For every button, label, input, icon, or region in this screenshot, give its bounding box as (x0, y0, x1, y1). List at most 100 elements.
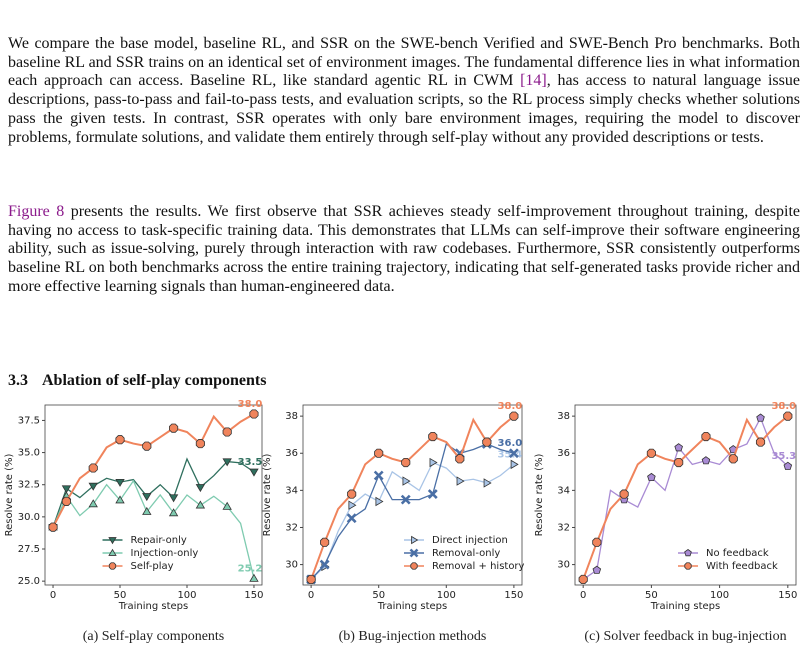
y-axis-label: Resolve rate (%) (534, 454, 545, 537)
marker (348, 500, 357, 510)
y-axis-label: Resolve rate (%) (262, 454, 273, 537)
legend-label: Removal-only (432, 548, 500, 559)
marker (168, 508, 179, 517)
value-label: 38.0 (238, 399, 263, 410)
marker (646, 448, 656, 458)
caption: (a) Self-play components (83, 629, 225, 644)
citation[interactable]: [14] (520, 72, 547, 90)
x-tick-label: 100 (710, 590, 729, 601)
marker (374, 448, 384, 458)
y-tick-label: 32.5 (18, 480, 40, 491)
marker (783, 461, 793, 470)
marker (508, 448, 519, 459)
marker (373, 470, 384, 481)
y-tick-label: 34 (285, 485, 298, 496)
text: , has access to natural language issue d… (8, 72, 800, 146)
marker (346, 513, 357, 524)
marker (456, 476, 465, 486)
y-tick-label: 25.0 (18, 576, 40, 587)
y-tick-label: 34 (557, 485, 570, 496)
marker (249, 468, 259, 477)
marker (728, 454, 738, 464)
legend-label: No feedback (706, 548, 769, 559)
marker (455, 454, 465, 464)
value-label: 38.0 (498, 401, 523, 412)
y-tick-label: 32 (285, 522, 298, 533)
plot-frame (44, 404, 263, 586)
legend-label: Self-play (131, 561, 174, 572)
value-label: 35.4 (498, 449, 523, 460)
text: presents the results. We first observe t… (8, 203, 800, 295)
marker (647, 472, 656, 482)
x-tick-label: 0 (308, 590, 314, 601)
x-tick-label: 100 (437, 590, 456, 601)
figure: 25.0 27.5 30.0 32.5 35.0 37.5 0 50 100 150 Trainin… (4, 399, 797, 644)
marker (168, 494, 179, 503)
marker (115, 435, 125, 445)
x-tick-label: 50 (114, 590, 127, 601)
legend-marker (409, 548, 419, 558)
marker (375, 496, 384, 507)
figure-ref[interactable]: Figure 8 (8, 203, 65, 220)
y-tick-label: 30 (557, 560, 570, 571)
y-tick-label: 32 (557, 522, 570, 533)
legend-label: With feedback (706, 561, 778, 572)
marker (592, 537, 602, 547)
y-tick-label: 36 (557, 448, 570, 459)
text: We compare the base model, baseline RL, … (8, 35, 800, 90)
y-tick-label: 27.5 (18, 544, 40, 555)
series-line (310, 442, 515, 580)
marker (195, 500, 206, 509)
section-title: Ablation of self-play components (42, 372, 267, 389)
value-label: 35.3 (771, 451, 796, 462)
marker (320, 537, 330, 547)
legend: No feedback With feedback (678, 548, 778, 572)
marker (249, 409, 259, 419)
marker (319, 559, 330, 570)
y-tick-label: 35.0 (18, 448, 40, 459)
marker (674, 457, 684, 468)
marker (195, 439, 205, 449)
marker (115, 495, 125, 504)
legend-marker (108, 537, 117, 545)
marker (88, 499, 98, 508)
series-line (52, 457, 255, 528)
marker (169, 423, 179, 433)
marker (347, 489, 357, 499)
x-tick-label: 0 (50, 590, 56, 601)
marker (400, 494, 411, 505)
value-label: 25.2 (238, 564, 263, 575)
value-label: 38.0 (771, 401, 796, 412)
marker (578, 574, 588, 584)
marker (306, 574, 316, 584)
legend-label: Injection-only (131, 548, 199, 559)
series-line (310, 415, 515, 580)
marker (142, 506, 152, 515)
marker (483, 478, 492, 488)
legend-marker (684, 562, 692, 570)
marker (88, 482, 98, 491)
x-axis-label: Training steps (118, 601, 188, 612)
marker (619, 489, 629, 499)
marker (115, 478, 125, 487)
legend: Direct injection Removal-only Removal + hi… (404, 535, 525, 572)
marker (249, 573, 259, 582)
x-tick-label: 100 (177, 590, 196, 601)
marker (402, 476, 411, 486)
legend-marker (410, 562, 418, 570)
caption: (b) Bug-injection methods (339, 629, 487, 644)
x-tick-label: 150 (244, 590, 263, 601)
x-tick-label: 150 (504, 590, 523, 601)
y-axis-label: Resolve rate (%) (4, 454, 15, 537)
marker (88, 463, 98, 473)
legend-marker (684, 549, 692, 557)
marker (701, 456, 711, 465)
legend-marker (411, 535, 419, 545)
marker (482, 437, 492, 447)
marker (61, 485, 72, 494)
section-number: 3.3 (8, 372, 28, 389)
marker (674, 443, 683, 452)
marker (756, 413, 765, 422)
marker (755, 437, 766, 447)
